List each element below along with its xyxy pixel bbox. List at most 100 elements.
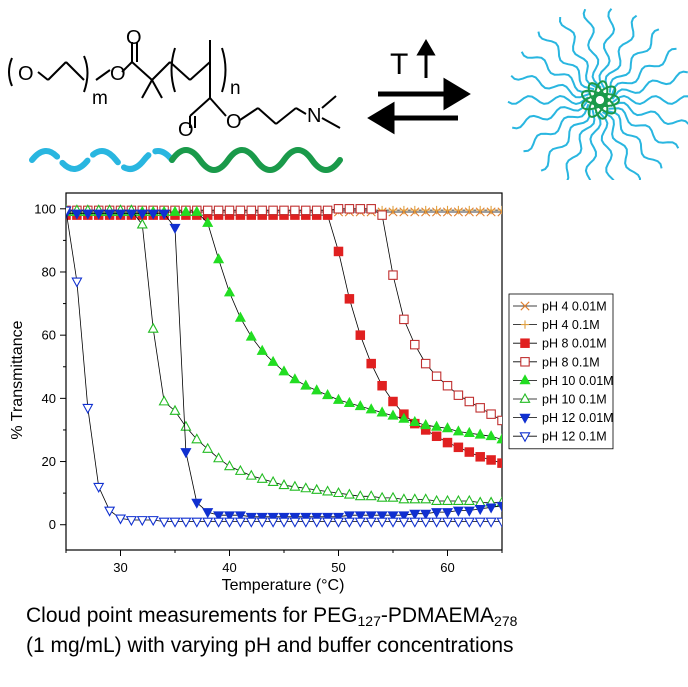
data-point xyxy=(409,493,421,504)
legend-label: pH 10 0.01M xyxy=(542,374,614,388)
micelle-corona-chain xyxy=(582,8,602,89)
data-point xyxy=(191,433,203,444)
caption-pdmaema-subscript: 278 xyxy=(494,613,518,629)
data-point xyxy=(267,355,279,366)
micelle-corona-chain xyxy=(565,109,596,180)
data-point xyxy=(289,480,301,491)
micelle-corona-chain xyxy=(512,100,589,130)
micelle-corona-chain xyxy=(520,51,592,93)
plot-frame: 30 40 50 60 0 20 40 60 80 100 xyxy=(34,192,503,575)
data-point xyxy=(234,517,246,528)
data-point xyxy=(431,420,443,431)
data-point xyxy=(497,205,502,215)
data-point xyxy=(158,395,170,406)
micelle-corona-chain xyxy=(510,74,590,99)
data-point xyxy=(223,511,236,522)
data-point xyxy=(245,330,257,341)
data-point xyxy=(399,314,409,325)
data-point xyxy=(104,506,116,517)
data-point xyxy=(245,517,257,528)
data-point xyxy=(365,517,377,528)
micelle-corona-chain xyxy=(608,107,680,149)
data-point xyxy=(420,358,431,369)
left-bracket xyxy=(8,57,13,87)
transmittance-chart: 30 40 50 60 0 20 40 60 80 100 Temperature (°C) % … xyxy=(9,192,614,594)
data-point xyxy=(388,396,398,407)
data-point xyxy=(332,517,345,528)
data-point xyxy=(410,205,419,215)
data-point xyxy=(289,373,301,384)
atom-o-carbonyl-1: O xyxy=(126,27,142,49)
data-point xyxy=(431,508,443,519)
data-point xyxy=(332,393,345,404)
micelle-corona-chain xyxy=(598,8,616,89)
structure-labels: O O O O O N m n xyxy=(18,27,321,141)
data-point xyxy=(398,511,410,522)
data-point xyxy=(398,412,410,423)
x-tick-label: 60 xyxy=(440,560,454,575)
data-point xyxy=(431,494,443,505)
data-point xyxy=(213,517,225,528)
data-point xyxy=(387,517,399,528)
legend-label: pH 8 0.01M xyxy=(542,337,607,351)
data-point xyxy=(300,482,312,493)
atom-n: N xyxy=(307,105,321,127)
data-point xyxy=(463,426,475,438)
micelle-core-loop xyxy=(593,80,609,108)
y-tick-label: 0 xyxy=(49,517,56,532)
micelle-corona-chain xyxy=(605,109,663,169)
micelle-corona-chain xyxy=(507,94,589,106)
data-point xyxy=(441,422,454,433)
data-point xyxy=(443,205,452,215)
atom-o-1: O xyxy=(18,63,34,85)
data-point xyxy=(474,428,486,439)
data-point xyxy=(420,509,432,520)
data-point xyxy=(300,517,312,528)
reaction-scheme: O O O O O N m n T xyxy=(8,8,688,180)
data-point xyxy=(147,516,159,527)
data-point xyxy=(464,396,475,407)
data-point xyxy=(136,218,148,229)
data-point xyxy=(158,209,170,220)
data-point xyxy=(256,517,268,528)
data-point xyxy=(180,205,192,216)
x-tick-label: 40 xyxy=(222,560,236,575)
y-tick-label: 100 xyxy=(34,201,56,216)
data-point xyxy=(354,400,366,411)
data-point xyxy=(300,379,312,390)
data-point xyxy=(452,425,464,436)
data-point xyxy=(388,270,398,280)
micelle-corona-chain xyxy=(584,111,602,180)
data-point xyxy=(376,406,388,417)
data-point xyxy=(377,210,387,220)
data-point xyxy=(290,205,300,216)
data-point xyxy=(520,338,530,348)
data-point xyxy=(431,517,443,528)
data-point xyxy=(365,490,377,501)
data-point xyxy=(180,448,192,459)
data-point xyxy=(311,483,323,494)
atom-o-carbonyl-2: O xyxy=(178,119,194,141)
legend-box xyxy=(508,293,614,450)
data-point xyxy=(71,209,83,220)
atom-o-2: O xyxy=(110,63,126,85)
data-point xyxy=(431,371,442,381)
pdmaema-block-wave xyxy=(169,147,343,173)
data-point xyxy=(376,491,388,502)
data-point xyxy=(82,403,94,415)
data-point xyxy=(289,517,301,528)
data-point xyxy=(82,209,94,220)
data-point xyxy=(279,205,289,216)
data-point xyxy=(354,517,366,528)
data-point xyxy=(452,517,464,528)
series-ph-12-0.1m xyxy=(66,206,502,528)
data-point xyxy=(147,322,159,333)
data-point xyxy=(420,517,432,528)
data-point xyxy=(409,517,421,528)
data-point xyxy=(234,511,246,522)
data-point xyxy=(278,479,290,490)
peg-block-wave xyxy=(29,148,175,172)
data-point xyxy=(497,458,502,468)
series-ph-8-0.1m xyxy=(66,204,502,426)
data-point xyxy=(322,517,334,528)
